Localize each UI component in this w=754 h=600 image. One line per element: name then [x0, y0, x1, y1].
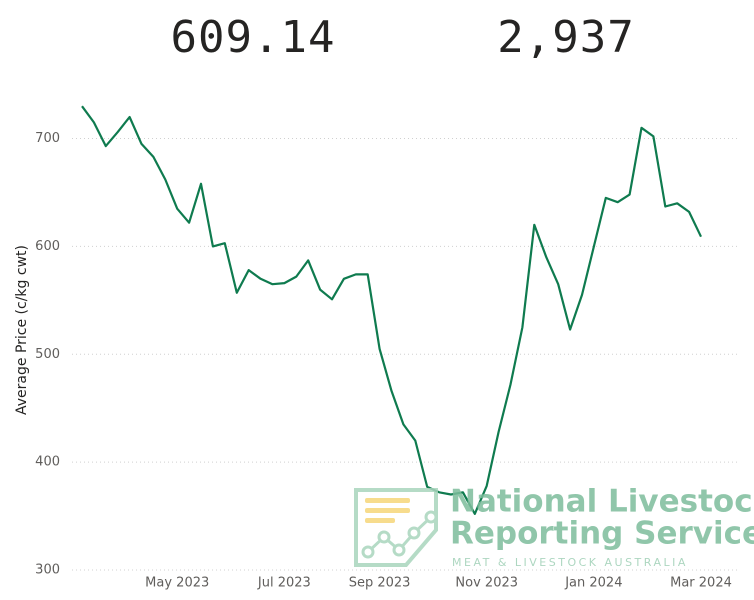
y-tick-label: 300	[35, 563, 60, 578]
plot: 300 400 500 600 700 May 2023 Jul 2023 Sep 2023 N…	[35, 105, 740, 591]
y-tick-label: 700	[35, 131, 60, 146]
logo-bar	[365, 498, 410, 503]
logo-bar	[365, 508, 410, 513]
logo-dots	[361, 510, 438, 559]
logo-text: National Livestock	[450, 484, 754, 520]
x-tick-label: Nov 2023	[455, 576, 518, 591]
x-tick-label: May 2023	[145, 576, 209, 591]
logo-frame	[354, 488, 438, 567]
y-tick-label: 600	[35, 239, 60, 254]
x-tick-label: Sep 2023	[349, 576, 411, 591]
y-tick-label: 500	[35, 347, 60, 362]
y-tick-label: 400	[35, 455, 60, 470]
logo-text: Reporting Service	[450, 516, 754, 552]
logo: National Livestock Reporting Service MEA…	[354, 484, 754, 569]
y-axis-title: Average Price (c/kg cwt)	[14, 245, 30, 415]
kpi-value: 609.14	[171, 12, 336, 63]
kpi-value: 2,937	[497, 12, 634, 63]
price-line	[81, 105, 702, 515]
x-tick-label: Mar 2024	[670, 576, 732, 591]
logo-bar	[365, 518, 395, 523]
logo-subtext: MEAT & LIVESTOCK AUSTRALIA	[452, 556, 688, 569]
x-tick-label: Jul 2023	[257, 576, 311, 591]
x-tick-label: Jan 2024	[564, 576, 622, 591]
